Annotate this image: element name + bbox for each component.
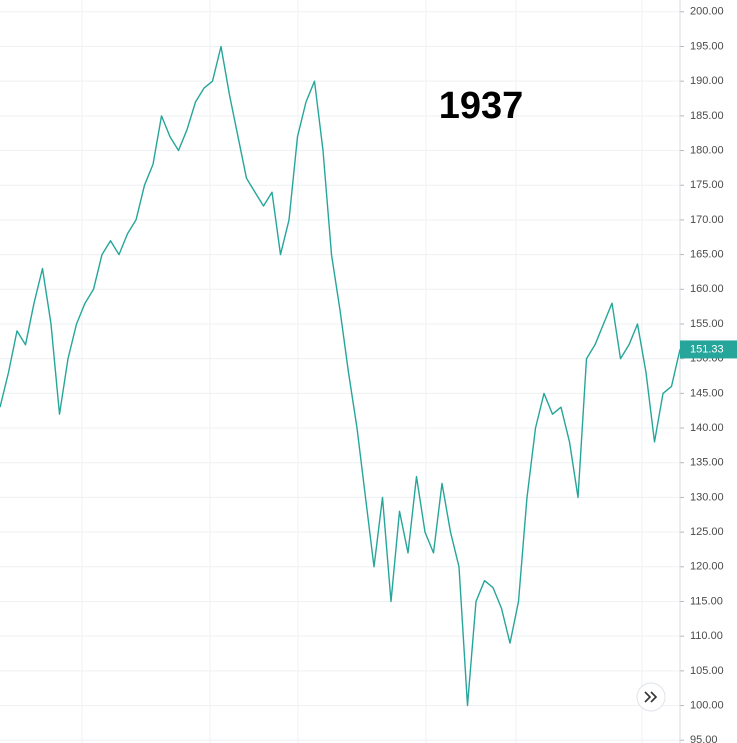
y-tick-label: 130.00	[690, 491, 724, 503]
y-tick-label: 135.00	[690, 457, 724, 469]
y-tick-label: 155.00	[690, 318, 724, 330]
annotation: 1937	[439, 85, 524, 127]
y-tick-label: 175.00	[690, 179, 724, 191]
y-tick-label: 125.00	[690, 526, 724, 538]
y-tick-label: 165.00	[690, 249, 724, 261]
y-tick-label: 105.00	[690, 665, 724, 677]
vertical-grid	[81, 0, 643, 743]
y-tick-label: 110.00	[690, 630, 723, 642]
y-tick-label: 100.00	[690, 699, 724, 711]
y-tick-label: 195.00	[690, 40, 724, 52]
y-tick-label: 115.00	[690, 595, 723, 607]
y-tick-label: 145.00	[690, 387, 724, 399]
y-tick-label: 120.00	[690, 561, 724, 573]
y-tick-label: 170.00	[690, 214, 724, 226]
y-tick-label: 160.00	[690, 283, 724, 295]
y-tick-label: 180.00	[690, 144, 724, 156]
scroll-button[interactable]	[636, 682, 666, 712]
price-tag-label: 151.33	[690, 343, 724, 355]
y-tick-label: 140.00	[690, 422, 724, 434]
y-tick-label: 190.00	[690, 75, 724, 87]
y-tick-label: 200.00	[690, 6, 724, 18]
y-tick-label: 95.00	[690, 734, 718, 743]
price-line	[0, 45, 681, 707]
price-tag	[680, 340, 737, 359]
y-tick-label: 185.00	[690, 110, 724, 122]
